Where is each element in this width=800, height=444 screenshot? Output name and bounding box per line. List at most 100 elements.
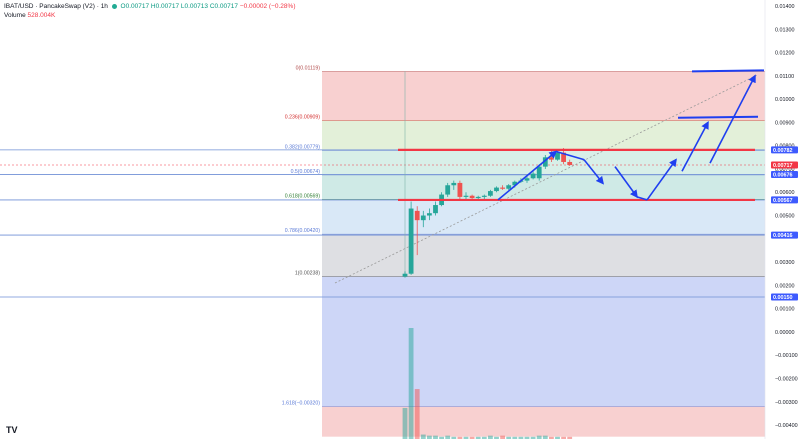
candle-body: [445, 185, 451, 195]
candle-body: [506, 185, 512, 189]
volume-bar: [536, 435, 542, 439]
candle-body: [457, 182, 463, 197]
legend-volume-row: Volume 528.004K: [4, 11, 295, 20]
volume-bar: [512, 436, 518, 439]
volume-bar: [457, 436, 463, 439]
price-badge-label: 0.00676: [773, 173, 793, 179]
volume-bar: [524, 436, 530, 439]
projection-arrow: [646, 158, 677, 201]
candle-body: [494, 187, 499, 192]
candle-body: [530, 173, 536, 179]
price-tick-label: 0.00300: [775, 260, 795, 266]
target-line-1: [691, 69, 765, 73]
fib-level-label: 0.236(0.00909): [285, 114, 320, 120]
candle-body: [500, 187, 505, 189]
projection-arrow: [681, 120, 709, 172]
volume-bar: [420, 434, 426, 439]
fib-zone-4: [322, 199, 765, 235]
volume-bar: [481, 436, 487, 439]
fib-level-label: 1.618(−0.00320): [282, 400, 320, 406]
tradingview-logo[interactable]: TV: [6, 425, 18, 435]
candle-body: [402, 273, 408, 277]
candle-body: [512, 181, 518, 186]
candle-body: [433, 205, 438, 214]
candle-body: [542, 157, 548, 167]
fib-level-label: 0.5(0.00674): [291, 169, 321, 175]
projection-path: [555, 150, 585, 161]
price-tick-label: 0.00700: [775, 167, 795, 173]
fib-zone-1: [322, 120, 765, 151]
price-tick-label: −0.00200: [775, 376, 798, 382]
price-tick-label: 0.01100: [775, 74, 794, 80]
price-tick-label: 0.00000: [775, 330, 795, 336]
volume-bar: [567, 436, 573, 439]
price-badge: [771, 231, 798, 239]
fib-level-label: 0.382(0.00779): [285, 145, 320, 151]
volume-bar: [555, 436, 560, 439]
chart-legend: IBAT/USD · PancakeSwap (V2) · 1h O0.0071…: [4, 2, 295, 20]
candle-body: [536, 166, 542, 179]
fib-level-label: 0.786(0.00420): [285, 228, 320, 234]
price-tick-label: 0.00600: [775, 190, 795, 196]
candle-body: [555, 152, 560, 160]
price-tick-label: −0.00300: [775, 400, 798, 406]
price-tick-label: 0.01400: [775, 4, 795, 10]
volume-bar: [506, 436, 512, 439]
price-badge-label: 0.00782: [773, 148, 793, 154]
candle-body: [524, 178, 530, 181]
fib-zone-3: [322, 175, 765, 200]
candle-body: [561, 152, 566, 162]
price-tick-label: 0.01200: [775, 51, 795, 57]
volume-bar: [433, 435, 438, 439]
price-badge: [771, 171, 798, 179]
ohlc-values: O0.00717 H0.00717 L0.00713 C0.00717: [120, 3, 240, 10]
projection-arrow: [709, 74, 756, 164]
volume-bar: [414, 389, 420, 439]
volume-label[interactable]: Volume: [4, 12, 26, 19]
volume-bar: [530, 436, 536, 439]
projection-arrow: [497, 150, 558, 201]
price-badge-label: 0.00567: [773, 198, 793, 204]
legend-symbol-row: IBAT/USD · PancakeSwap (V2) · 1h O0.0071…: [4, 2, 295, 11]
price-change: −0.00002 (−0.28%): [239, 3, 296, 10]
price-badge-label: 0.00717: [773, 163, 793, 169]
volume-bar: [542, 435, 548, 439]
fib-zone-5: [322, 234, 765, 277]
volume-value: 528.004K: [27, 12, 56, 19]
volume-bar: [451, 436, 457, 439]
volume-bar: [500, 435, 505, 439]
price-tick-label: 0.01300: [775, 27, 795, 33]
volume-bar: [494, 436, 499, 439]
volume-bar: [402, 407, 408, 439]
volume-bar: [561, 436, 566, 439]
candle-body: [488, 191, 493, 196]
candle-body: [420, 215, 426, 221]
price-badge: [771, 146, 798, 154]
price-badge-label: 0.00150: [773, 295, 793, 301]
volume-bar: [439, 436, 444, 439]
fib-level-label: 0.618(0.00569): [285, 193, 320, 199]
fib-zone-6: [322, 276, 765, 407]
price-tick-label: −0.00100: [775, 353, 798, 359]
symbol-title[interactable]: IBAT/USD · PancakeSwap (V2) · 1h: [4, 3, 108, 10]
price-badge: [771, 161, 798, 169]
target-line-2: [677, 115, 759, 119]
volume-bar: [445, 435, 451, 439]
volume-bar: [469, 436, 475, 439]
volume-bar: [463, 436, 469, 439]
candle-body: [451, 182, 457, 186]
diagonal-trend-line: [334, 74, 759, 284]
volume-bar: [488, 435, 493, 439]
live-status-icon: [111, 3, 117, 9]
projection-path: [636, 196, 648, 201]
projection-arrow: [583, 159, 604, 185]
price-tick-label: 0.01000: [775, 97, 795, 103]
candle-body: [463, 195, 469, 197]
price-tick-label: 0.00200: [775, 283, 795, 289]
candle-body: [567, 161, 573, 165]
price-axis-background: [765, 0, 800, 439]
price-badge: [771, 196, 798, 204]
price-badge-label: 0.00416: [773, 233, 793, 239]
